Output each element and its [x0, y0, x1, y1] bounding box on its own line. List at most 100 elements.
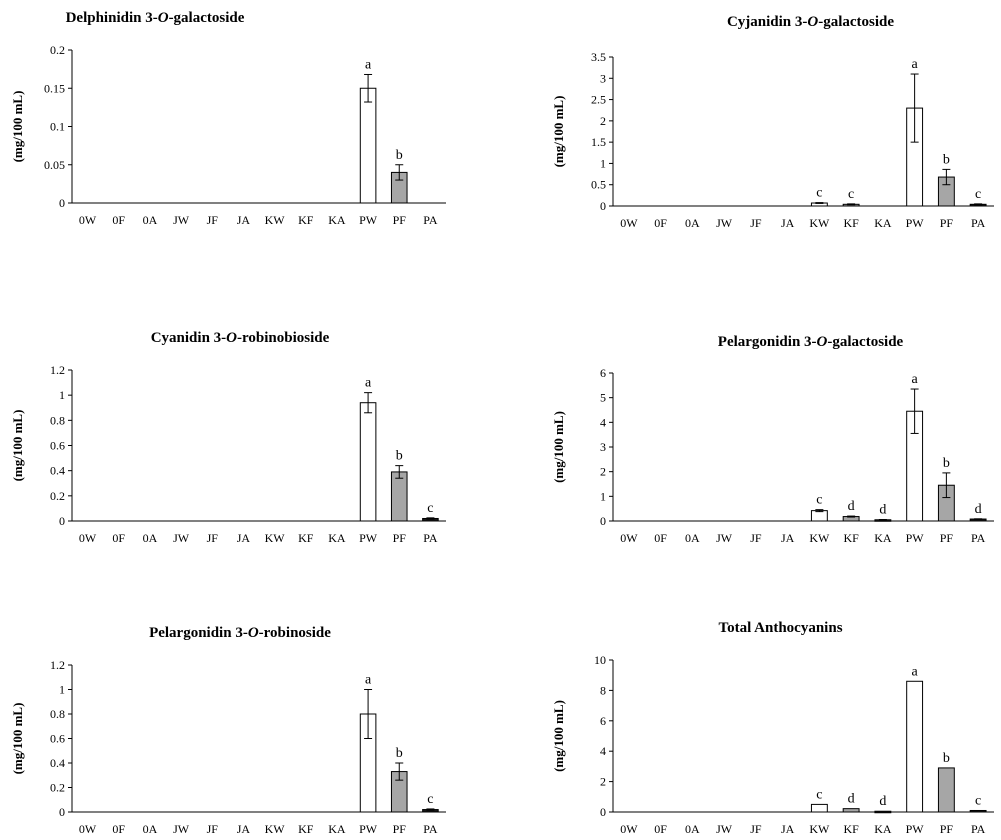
x-tick-label: JF	[207, 213, 219, 227]
x-tick-label: KF	[843, 822, 859, 836]
x-tick-label: PW	[906, 216, 925, 230]
significance-label: b	[396, 746, 403, 761]
x-tick-label: JW	[716, 531, 733, 545]
x-tick-label: 0A	[143, 531, 158, 545]
bar	[359, 87, 377, 204]
x-tick-label: 0W	[79, 822, 97, 836]
y-tick-label: 10	[594, 653, 606, 667]
x-tick-label: 0A	[143, 213, 158, 227]
y-tick-label: 0.15	[44, 81, 65, 95]
y-tick-label: 0	[59, 805, 65, 819]
y-tick-label: 1.5	[591, 135, 606, 149]
x-tick-label: 0A	[685, 216, 700, 230]
title-part-post: -robinobioside	[237, 330, 330, 346]
x-tick-label: KW	[809, 531, 830, 545]
bar	[359, 402, 377, 522]
x-tick-label: 0A	[143, 822, 158, 836]
significance-label: a	[912, 372, 919, 387]
x-tick-label: PF	[393, 822, 407, 836]
y-tick-label: 0.4	[50, 756, 65, 770]
significance-label: b	[943, 152, 950, 167]
x-tick-label: KA	[874, 531, 892, 545]
significance-label: d	[879, 503, 886, 518]
x-tick-label: 0A	[685, 531, 700, 545]
x-tick-label: PW	[359, 213, 378, 227]
chart-svg: (mg/100 mL) 0 0.05 0.1 0.15 0.2 0W 0F 0A JW JF JA KW…	[10, 43, 446, 227]
chart-title: Delphinidin 3-O-galactoside	[40, 10, 270, 27]
y-tick-label: 3	[600, 440, 606, 454]
x-tick-label: PW	[906, 822, 925, 836]
x-tick-label: KA	[328, 822, 346, 836]
bar	[906, 680, 924, 813]
x-tick-label: PA	[423, 822, 438, 836]
y-tick-label: 0.5	[591, 178, 606, 192]
chart-title: Total Anthocyanins	[640, 620, 921, 637]
x-tick-label: KA	[328, 213, 346, 227]
chart-panel-6: Total Anthocyanins (mg/100 mL) 0 2 4 6 8 10 0W 0…	[520, 615, 1001, 840]
y-tick-label: 5	[600, 391, 606, 405]
x-tick-label: JW	[173, 213, 190, 227]
chart-svg: (mg/100 mL) 0 0.2 0.4 0.6 0.8 1 1.2 0W 0F 0A JW JF JA…	[10, 363, 446, 545]
bar	[810, 803, 828, 813]
y-tick-label: 1.2	[50, 658, 65, 672]
x-tick-label: KF	[298, 822, 314, 836]
x-tick-label: PW	[906, 531, 925, 545]
x-tick-label: PA	[423, 531, 438, 545]
significance-label: c	[975, 793, 981, 808]
title-part-pre: Pelargonidin 3-	[717, 334, 817, 350]
significance-label: d	[975, 502, 982, 517]
x-tick-label: PF	[940, 216, 954, 230]
y-axis-label: (mg/100 mL)	[10, 91, 25, 163]
significance-label: d	[848, 792, 855, 807]
bar	[969, 809, 987, 813]
x-tick-label: 0F	[112, 822, 125, 836]
x-tick-label: JF	[750, 531, 762, 545]
significance-label: a	[365, 376, 372, 391]
y-tick-label: 0.1	[50, 120, 65, 134]
chart-svg: (mg/100 mL) 0 0.2 0.4 0.6 0.8 1 1.2 0W 0F 0A JW JF JA…	[10, 658, 446, 836]
x-tick-label: 0A	[685, 822, 700, 836]
x-tick-label: JA	[237, 822, 251, 836]
chart-panel-4: Pelargonidin 3-O-galactoside (mg/100 mL)…	[520, 320, 1001, 560]
x-tick-label: 0W	[620, 531, 638, 545]
y-tick-label: 0.2	[50, 43, 65, 57]
y-tick-label: 0	[59, 196, 65, 210]
x-tick-label: PF	[940, 531, 954, 545]
y-axis-label: (mg/100 mL)	[10, 410, 25, 482]
y-tick-label: 3.5	[591, 50, 606, 64]
chart-panel-2: Cyjanidin 3-O-galactoside (mg/100 mL) 0 0.…	[520, 0, 1001, 240]
title-part-pre: Delphinidin 3-	[65, 10, 158, 26]
chart-panel-1: Delphinidin 3-O-galactoside (mg/100 mL) 0…	[0, 0, 460, 240]
y-tick-label: 0	[600, 199, 606, 213]
y-tick-label: 1.2	[50, 363, 65, 377]
y-tick-label: 8	[600, 683, 606, 697]
title-part-post: -robinoside	[258, 625, 331, 641]
x-tick-label: JF	[207, 822, 219, 836]
x-tick-label: 0W	[79, 531, 97, 545]
significance-label: b	[943, 751, 950, 766]
y-tick-label: 2	[600, 465, 606, 479]
x-tick-label: PA	[971, 822, 986, 836]
y-axis-label: (mg/100 mL)	[10, 703, 25, 775]
significance-label: c	[427, 792, 433, 807]
bar	[390, 471, 408, 522]
x-tick-label: KF	[843, 216, 859, 230]
y-tick-label: 1	[600, 156, 606, 170]
title-part-italic: O	[807, 14, 819, 30]
x-tick-label: KF	[298, 531, 314, 545]
x-tick-label: 0W	[620, 216, 638, 230]
x-tick-label: 0W	[620, 822, 638, 836]
significance-label: c	[848, 187, 854, 202]
y-tick-label: 6	[600, 366, 606, 380]
significance-label: c	[816, 186, 822, 201]
x-tick-label: KW	[265, 531, 286, 545]
y-tick-label: 0.05	[44, 158, 65, 172]
chart-svg: (mg/100 mL) 0 1 2 3 4 5 6 0W 0F 0A JW JF JA c KW d KF d KA a…	[551, 366, 994, 545]
x-tick-label: 0F	[112, 213, 125, 227]
y-tick-label: 1	[59, 683, 65, 697]
title-part-italic: O	[247, 625, 259, 641]
chart-title: Cyanidin 3-O-robinobioside	[100, 330, 380, 347]
y-tick-label: 1	[600, 489, 606, 503]
y-tick-label: 0.2	[50, 489, 65, 503]
